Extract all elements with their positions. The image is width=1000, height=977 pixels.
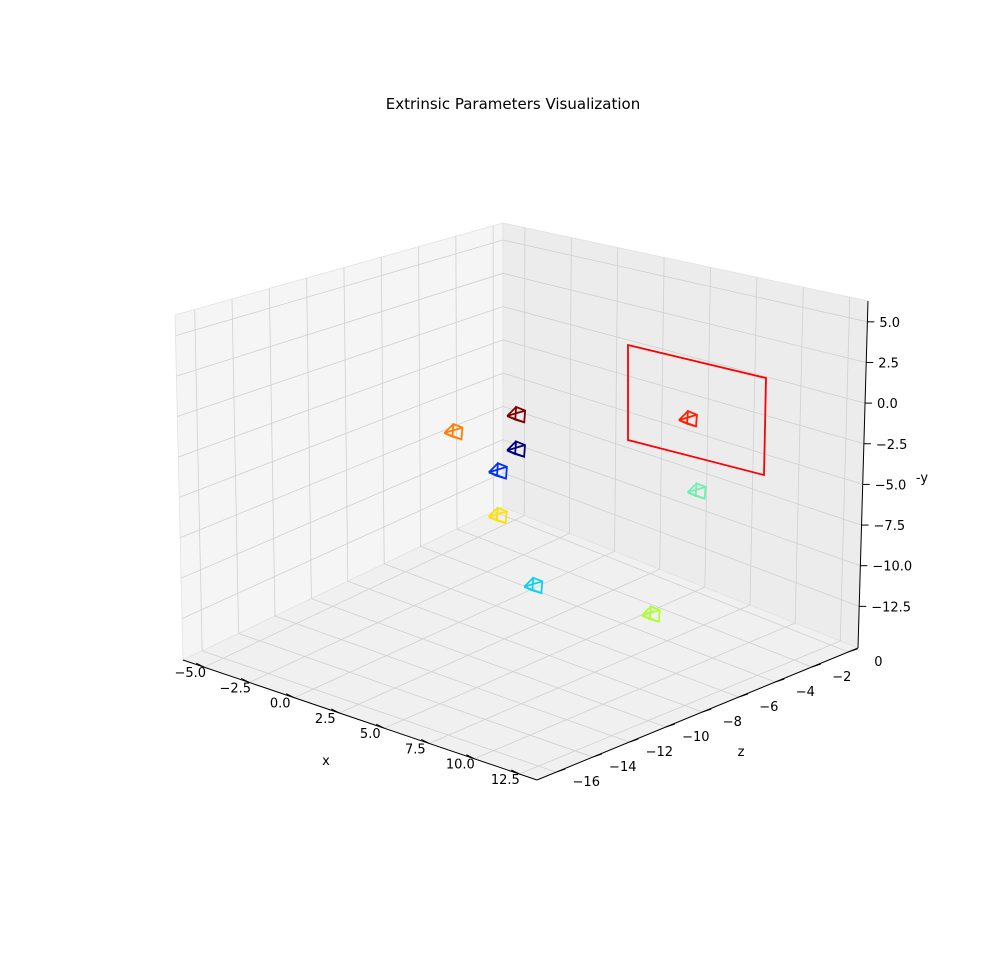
x-tick-label: −2.5 — [219, 681, 251, 696]
z-tick-label: −14 — [609, 760, 636, 775]
y-axis-ticks: 5.0 2.5 0.0 −2.5 −5.0 −7.5 −10.0 −12.5 — [859, 316, 912, 615]
chart-title: Extrinsic Parameters Visualization — [386, 95, 640, 113]
camera-frustum — [678, 409, 698, 428]
x-axis-ticks: −5.0 −2.5 0.0 2.5 5.0 7.5 10.0 12.5 — [174, 662, 520, 788]
z-tick-label: −8 — [723, 715, 742, 730]
x-tick-label: 5.0 — [360, 727, 381, 742]
calibration-board — [627, 343, 767, 477]
x-tick-label: 10.0 — [446, 758, 475, 773]
z-tick-label: −6 — [759, 700, 778, 715]
camera-frustum — [488, 461, 508, 480]
x-tick-label: 2.5 — [315, 712, 336, 727]
x-tick-label: 0.0 — [270, 697, 291, 712]
z-tick-label: −4 — [796, 685, 815, 700]
camera-frustum — [443, 422, 464, 441]
z-tick-label: 0 — [874, 655, 882, 670]
camera-frustum — [641, 605, 661, 623]
z-axis-label: z — [738, 745, 745, 760]
camera-frustum — [506, 405, 527, 424]
camera-frustums — [443, 405, 707, 623]
x-tick-label: −5.0 — [174, 666, 206, 681]
y-tick-label: −10.0 — [872, 560, 912, 575]
grid-lines — [175, 225, 868, 775]
y-tick-label: −2.5 — [876, 438, 908, 453]
x-tick-label: 7.5 — [405, 742, 426, 757]
y-tick-label: −5.0 — [875, 478, 907, 493]
x-axis-label: x — [322, 754, 330, 769]
y-tick-label: 0.0 — [877, 397, 898, 412]
y-tick-label: −12.5 — [871, 600, 911, 615]
axis-lines — [182, 300, 869, 781]
z-tick-label: −12 — [646, 745, 673, 760]
z-axis-ticks: −16 −14 −12 −10 −8 −6 −4 −2 0 — [556, 648, 883, 790]
z-tick-label: −16 — [573, 775, 600, 790]
y-tick-label: 2.5 — [878, 356, 899, 371]
z-tick-label: −10 — [682, 730, 709, 745]
camera-frustum — [506, 440, 526, 458]
camera-frustum — [487, 506, 508, 525]
camera-frustum — [686, 482, 707, 500]
x-tick-label: 12.5 — [491, 773, 520, 788]
camera-frustum — [523, 576, 544, 595]
y-axis-label: -y — [916, 471, 928, 486]
y-tick-label: −7.5 — [874, 519, 906, 534]
z-tick-label: −2 — [832, 670, 851, 685]
y-tick-label: 5.0 — [879, 316, 900, 331]
